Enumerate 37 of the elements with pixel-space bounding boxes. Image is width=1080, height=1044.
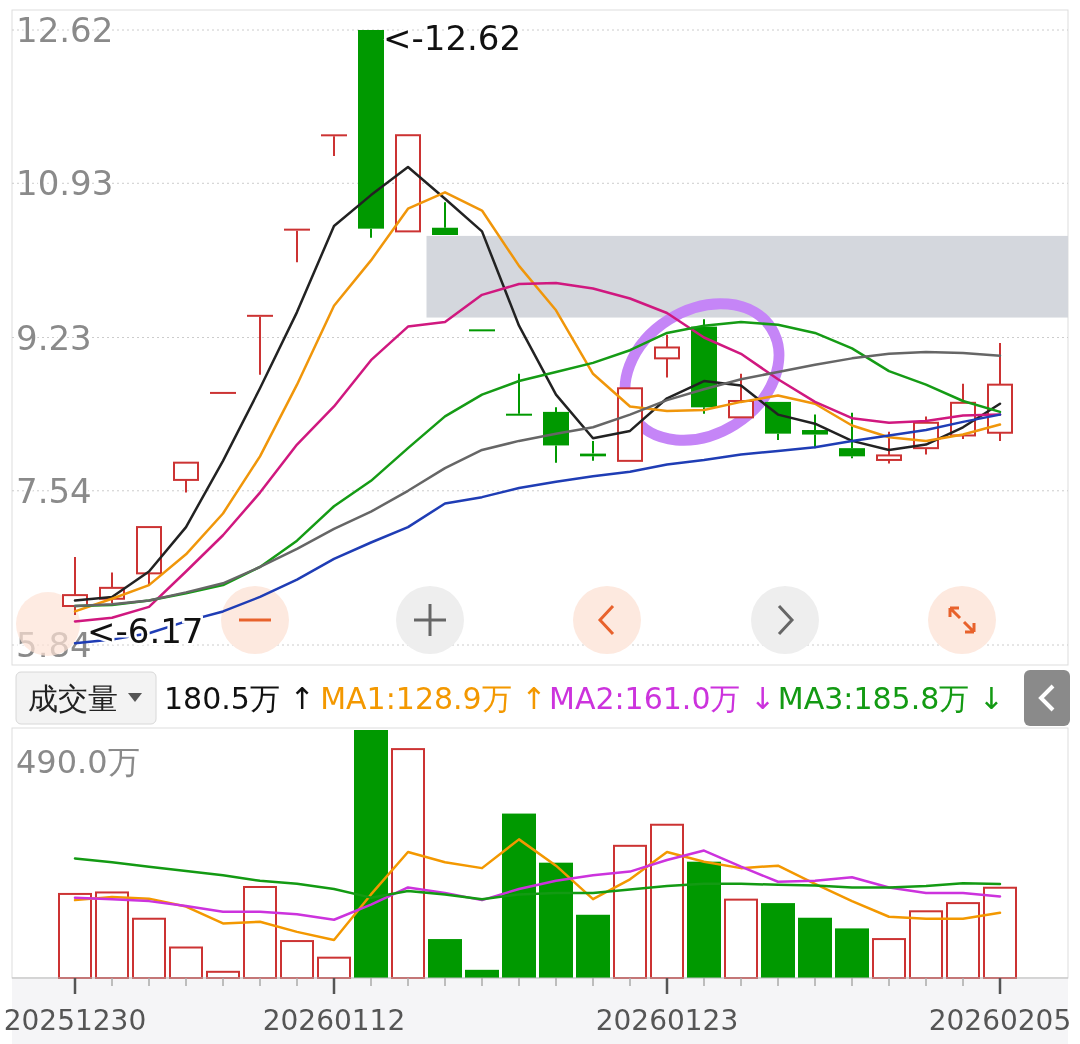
candlestick (765, 401, 791, 441)
candlestick (506, 372, 532, 416)
text: MA3:185.8万 ↓ (777, 680, 1004, 716)
candlestick (469, 329, 495, 332)
x-tick-label: 20260205 (928, 1003, 1072, 1037)
y-tick-label: 9.23 (16, 317, 92, 358)
bar (354, 730, 388, 978)
candlestick (321, 134, 347, 158)
text: 180.5万 ↑ (164, 680, 315, 716)
bar (761, 903, 795, 978)
candlestick (395, 134, 421, 233)
bar (502, 813, 536, 978)
y-tick-label: 7.54 (16, 470, 92, 511)
text: MA2:161.0万 ↓ (549, 680, 776, 716)
text: MA1:128.9万 ↑ (320, 680, 547, 716)
candlestick (543, 406, 569, 464)
y-tick-label: 12.62 (16, 10, 114, 50)
x-tick-label: 20260123 (595, 1003, 739, 1037)
chart-title: 成交量 (28, 680, 118, 716)
bar (687, 861, 721, 978)
annotation: <-12.62 (383, 18, 522, 58)
x-tick-label: 20260112 (262, 1003, 406, 1037)
annotation: 490.0万 (16, 743, 140, 781)
y-tick-label: 10.93 (16, 163, 114, 204)
candlestick (173, 461, 199, 494)
x-tick-label: 20251230 (3, 1003, 147, 1037)
bar (798, 917, 832, 978)
candlestick (358, 30, 384, 239)
bar (539, 862, 573, 978)
bar (576, 914, 610, 978)
candlestick (432, 201, 458, 235)
bar (428, 939, 462, 978)
candlestick (247, 314, 273, 376)
bar (835, 928, 869, 978)
candlestick (284, 228, 310, 264)
candlestick (210, 391, 236, 394)
candlestick (839, 411, 865, 460)
